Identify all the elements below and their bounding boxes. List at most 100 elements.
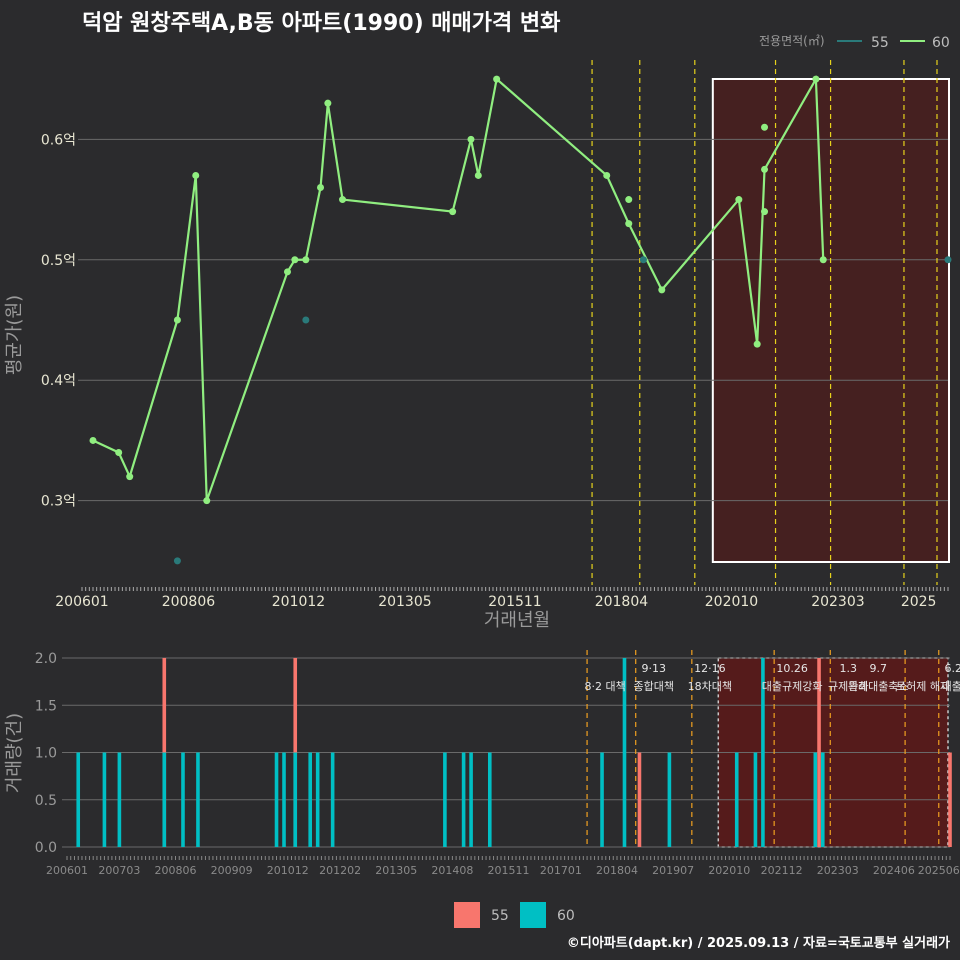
volume-bar-60 bbox=[734, 752, 739, 847]
series-60-point bbox=[761, 208, 769, 216]
x-tick-label: 202010 bbox=[708, 864, 750, 877]
x-tick-label: 200806 bbox=[162, 594, 216, 610]
x-tick-label: 200909 bbox=[211, 864, 253, 877]
x-tick-label: 200601 bbox=[46, 864, 88, 877]
x-tick-label: 202303 bbox=[811, 594, 864, 610]
policy-label-name: 특례대출축소 bbox=[848, 680, 909, 693]
x-tick-label: 200601 bbox=[55, 594, 108, 610]
policy-label-name: 종합대책 bbox=[633, 680, 673, 693]
volume-bar-60 bbox=[600, 752, 604, 847]
x-tick-label: 201305 bbox=[378, 594, 431, 610]
x-tick-label: 202406 bbox=[873, 864, 915, 877]
volume-bar-60 bbox=[813, 752, 818, 847]
series-55-point bbox=[173, 557, 181, 565]
volume-bar-60 bbox=[274, 752, 279, 847]
series-60-point bbox=[449, 208, 457, 216]
x-tick-label: 202010 bbox=[705, 594, 758, 610]
y-tick-label: 0.5 bbox=[35, 793, 57, 809]
x-tick-label: 202506 bbox=[918, 864, 960, 877]
volume-bar-60 bbox=[315, 752, 320, 847]
volume-bar-60 bbox=[443, 752, 447, 847]
policy-label-name: 대출규제강화 bbox=[762, 680, 823, 693]
y-tick-label: 0.5억 bbox=[41, 253, 76, 269]
price-chart-policy-lines bbox=[591, 60, 938, 585]
series-55-point bbox=[302, 316, 310, 324]
x-tick-label: 201305 bbox=[375, 864, 417, 877]
series-60-point bbox=[467, 135, 475, 143]
y-tick-label: 1.0 bbox=[35, 746, 57, 762]
series-60-point bbox=[203, 497, 211, 505]
volume-bar-60 bbox=[181, 752, 185, 847]
volume-bar-60 bbox=[667, 752, 672, 847]
volume-bar-60 bbox=[293, 752, 298, 847]
volume-bar-60 bbox=[461, 752, 466, 847]
x-tick-label: 202112 bbox=[761, 864, 803, 877]
legend-bottom-55-swatch bbox=[454, 902, 480, 928]
series-60-point bbox=[625, 196, 633, 204]
volume-bar-60 bbox=[761, 658, 765, 847]
x-tick-label: 2025 bbox=[901, 594, 937, 610]
x-tick-label: 201804 bbox=[596, 864, 638, 877]
price-chart-ylabel: 평균가(원) bbox=[4, 295, 25, 375]
series-60-point bbox=[819, 256, 827, 264]
series-60-point bbox=[603, 171, 611, 179]
x-tick-label: 201511 bbox=[488, 864, 530, 877]
policy-label-name: 규제완화 bbox=[828, 680, 868, 693]
volume-chart-axis: 0.0 0.5 1.0 1.5 2.0 200601 200703 200806 200909 2… bbox=[35, 651, 960, 877]
series-60-point bbox=[126, 473, 134, 481]
chart-title: 덕암 원창주택A,B동 아파트(1990) 매매가격 변화 bbox=[82, 11, 560, 36]
price-chart-xlabel: 거래년월 bbox=[484, 610, 550, 631]
volume-bar-55 bbox=[637, 752, 642, 847]
series-60-point bbox=[493, 75, 501, 83]
volume-bar-60 bbox=[753, 752, 758, 847]
series-60-point bbox=[317, 184, 325, 191]
price-chart-series bbox=[89, 75, 952, 565]
legend-top: 전용면적(㎡) 55 60 bbox=[759, 34, 950, 51]
y-tick-label: 0.3억 bbox=[41, 494, 76, 510]
volume-chart-bars bbox=[76, 658, 952, 847]
series-60-point bbox=[173, 316, 181, 324]
volume-bar-60 bbox=[469, 752, 473, 847]
volume-bar-55 bbox=[948, 752, 952, 847]
series-60-point bbox=[474, 171, 482, 179]
legend-bottom-60-swatch bbox=[520, 902, 546, 928]
x-tick-label: 201804 bbox=[595, 594, 649, 610]
series-60-point bbox=[658, 286, 666, 294]
series-60-point bbox=[339, 196, 347, 204]
series-60-point bbox=[625, 220, 633, 228]
series-60-line bbox=[92, 75, 825, 502]
volume-bar-60 bbox=[196, 752, 200, 847]
series-60-point bbox=[283, 268, 291, 276]
legend-top-title: 전용면적(㎡) bbox=[759, 34, 825, 48]
policy-label-name: 대출규 bbox=[942, 680, 960, 693]
policy-label-date: 12·16 bbox=[694, 662, 726, 675]
policy-label-date: 6.27 bbox=[945, 662, 960, 675]
y-tick-label: 0.0 bbox=[35, 840, 57, 856]
policy-label-name: 토허제 해제 bbox=[896, 679, 950, 693]
legend-bottom-55-label: 55 bbox=[491, 908, 509, 924]
volume-bar-60 bbox=[282, 752, 286, 847]
volume-bar-60 bbox=[330, 752, 335, 847]
series-60-point bbox=[761, 123, 769, 131]
volume-chart-ylabel: 거래량(건) bbox=[4, 713, 25, 793]
series-60-point bbox=[735, 196, 743, 204]
volume-bar-60 bbox=[820, 752, 825, 847]
series-60-point bbox=[115, 449, 123, 456]
x-tick-label: 202303 bbox=[817, 864, 859, 877]
series-55-point bbox=[639, 256, 647, 264]
policy-label-date: 10.26 bbox=[776, 662, 808, 675]
y-tick-label: 0.4억 bbox=[41, 373, 76, 389]
y-tick-label: 1.5 bbox=[35, 698, 57, 714]
volume-bar-60 bbox=[117, 752, 122, 847]
x-tick-label: 201511 bbox=[488, 594, 541, 610]
policy-label-date: 1.3 bbox=[840, 662, 858, 675]
policy-label-name: 8·2 대책 bbox=[584, 680, 625, 693]
volume-bar-60 bbox=[102, 752, 107, 847]
series-60-point bbox=[812, 75, 820, 83]
chart-caption: ©디아파트(dapt.kr) / 2025.09.13 / 자료=국토교통부 실… bbox=[567, 935, 950, 951]
policy-label-date: 9·13 bbox=[641, 662, 666, 675]
x-tick-label: 201408 bbox=[431, 864, 473, 877]
legend-55-label: 55 bbox=[871, 35, 889, 51]
volume-bar-60 bbox=[308, 752, 312, 847]
